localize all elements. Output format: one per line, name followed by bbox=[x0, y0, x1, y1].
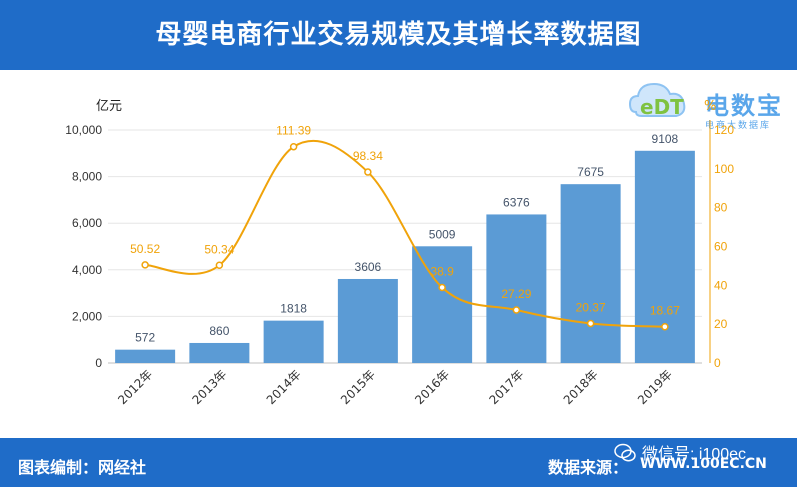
chart-header: 母婴电商行业交易规模及其增长率数据图 bbox=[0, 0, 797, 70]
x-tick-label: 2016年 bbox=[412, 367, 452, 407]
y-tick-label: 4,000 bbox=[72, 263, 102, 277]
y2-tick-label: 20 bbox=[714, 317, 728, 331]
y2-tick-label: 0 bbox=[714, 356, 721, 370]
growth-rate-label: 38.9 bbox=[430, 264, 454, 278]
y2-axis-label: % bbox=[704, 99, 716, 114]
bar bbox=[337, 278, 398, 363]
x-tick-label: 2018年 bbox=[561, 367, 601, 407]
y-tick-label: 6,000 bbox=[72, 216, 102, 230]
x-tick-label: 2012年 bbox=[115, 367, 155, 407]
y2-tick-label: 100 bbox=[714, 162, 734, 176]
bar-value-label: 5009 bbox=[429, 227, 456, 241]
y-tick-label: 8,000 bbox=[72, 170, 102, 184]
bar-line-chart: 0 2,000 4,000 6,000 8,000 10,000 0 20 40 60 80 100 1… bbox=[65, 99, 734, 407]
growth-rate-point bbox=[586, 319, 595, 328]
growth-rate-point bbox=[364, 168, 372, 176]
logo-letters: eDT bbox=[640, 95, 684, 119]
x-tick-label: 2013年 bbox=[190, 367, 230, 407]
logo-name: 电数宝 bbox=[705, 92, 783, 120]
footer-source-url: WWW.100EC.CN bbox=[640, 456, 767, 472]
y2-tick-label: 60 bbox=[714, 240, 728, 254]
growth-rate-line bbox=[145, 139, 665, 328]
bar-value-label: 9108 bbox=[652, 132, 679, 146]
growth-rate-point bbox=[512, 306, 521, 314]
logo-subtitle: 电商大数据库 bbox=[705, 121, 772, 131]
wechat-watermark: 微信号: i100ec bbox=[614, 440, 746, 464]
growth-rate-label: 50.52 bbox=[130, 242, 160, 256]
y2-tick-label: 120 bbox=[714, 123, 734, 137]
bar-value-label: 1818 bbox=[280, 302, 307, 316]
growth-rate-point bbox=[438, 283, 446, 292]
chart-footer: 图表编制：网经社 数据来源： WWW.100EC.CN bbox=[0, 438, 797, 487]
bar bbox=[560, 184, 621, 363]
wechat-icon bbox=[614, 443, 636, 462]
x-tick-label: 2017年 bbox=[487, 367, 527, 407]
y-axis-label: 亿元 bbox=[96, 99, 122, 114]
bar bbox=[634, 150, 695, 363]
bar-value-label: 572 bbox=[135, 331, 155, 345]
chart-title: 母婴电商行业交易规模及其增长率数据图 bbox=[155, 20, 642, 50]
bar bbox=[189, 342, 250, 363]
y2-tick-label: 40 bbox=[714, 278, 728, 292]
growth-rate-point bbox=[141, 261, 149, 269]
growth-rate-label: 50.34 bbox=[204, 242, 234, 256]
bar bbox=[412, 246, 473, 363]
bar-value-label: 3606 bbox=[355, 260, 382, 274]
bar-value-label: 860 bbox=[209, 324, 229, 338]
growth-rate-label: 27.29 bbox=[501, 287, 531, 301]
y-tick-label: 10,000 bbox=[65, 123, 102, 137]
footer-source-label: 数据来源： bbox=[548, 458, 629, 477]
y-tick-label: 2,000 bbox=[72, 309, 102, 323]
bar bbox=[115, 349, 176, 363]
growth-rate-point bbox=[215, 261, 224, 270]
growth-rate-point bbox=[289, 142, 298, 151]
y-tick-label: 0 bbox=[95, 356, 102, 370]
growth-rate-label: 98.34 bbox=[353, 149, 383, 163]
x-tick-label: 2019年 bbox=[635, 367, 675, 407]
growth-rate-label: 111.39 bbox=[276, 124, 311, 138]
growth-rate-label: 18.67 bbox=[650, 304, 680, 318]
wechat-label: 微信号: i100ec bbox=[642, 446, 747, 463]
x-tick-label: 2015年 bbox=[338, 367, 378, 407]
bar-value-label: 6376 bbox=[503, 195, 530, 209]
y2-tick-label: 80 bbox=[714, 201, 728, 215]
growth-rate-point bbox=[661, 322, 669, 331]
bar bbox=[263, 320, 324, 363]
bar-value-label: 7675 bbox=[577, 165, 604, 179]
x-tick-label: 2014年 bbox=[264, 367, 304, 407]
footer-compiler: 图表编制：网经社 bbox=[18, 458, 147, 477]
growth-rate-label: 20.37 bbox=[576, 300, 606, 314]
bar bbox=[486, 214, 547, 363]
edt-logo: eDT bbox=[628, 82, 686, 119]
